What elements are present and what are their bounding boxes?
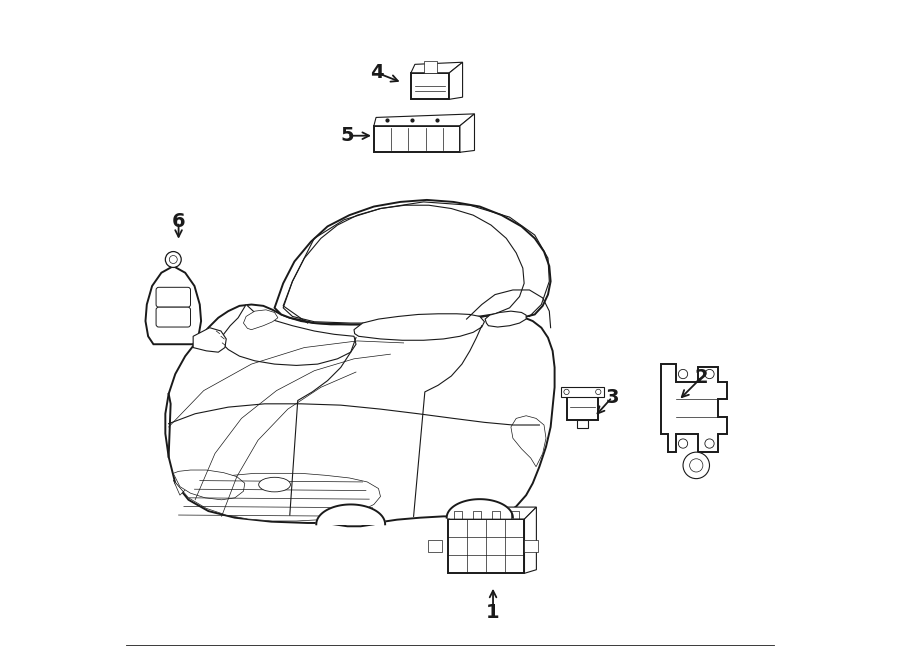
Polygon shape [577,420,588,428]
Circle shape [166,252,181,267]
Circle shape [564,389,569,395]
Polygon shape [525,540,537,552]
Polygon shape [374,114,474,126]
Polygon shape [460,114,474,152]
Polygon shape [448,519,525,573]
Text: 5: 5 [340,126,355,145]
Ellipse shape [258,477,291,492]
Polygon shape [316,504,385,524]
Polygon shape [411,62,463,73]
Polygon shape [562,387,604,397]
Polygon shape [485,311,526,327]
Polygon shape [449,62,463,99]
Circle shape [689,459,703,472]
Polygon shape [428,540,442,552]
Polygon shape [661,364,726,452]
Polygon shape [274,200,551,324]
Polygon shape [194,328,226,352]
Text: 1: 1 [486,603,500,622]
Text: 2: 2 [695,368,708,387]
Polygon shape [374,126,460,152]
Circle shape [705,439,714,448]
FancyBboxPatch shape [156,307,191,327]
Polygon shape [166,305,554,526]
Polygon shape [146,266,201,344]
Polygon shape [174,473,381,521]
Text: 6: 6 [172,213,185,231]
Polygon shape [411,73,449,99]
Circle shape [683,452,709,479]
Polygon shape [354,314,484,340]
Polygon shape [424,61,436,73]
Polygon shape [448,507,536,519]
Polygon shape [284,205,524,323]
Polygon shape [566,394,598,420]
Polygon shape [221,305,356,365]
Circle shape [679,369,688,379]
Polygon shape [174,470,245,500]
Polygon shape [446,499,513,518]
Polygon shape [511,416,546,467]
Circle shape [679,439,688,448]
Circle shape [169,256,177,263]
Text: 3: 3 [606,388,619,406]
Circle shape [596,389,601,395]
Text: 4: 4 [371,64,384,82]
FancyBboxPatch shape [156,287,191,307]
Circle shape [705,369,714,379]
Polygon shape [244,310,278,330]
Polygon shape [525,507,536,573]
